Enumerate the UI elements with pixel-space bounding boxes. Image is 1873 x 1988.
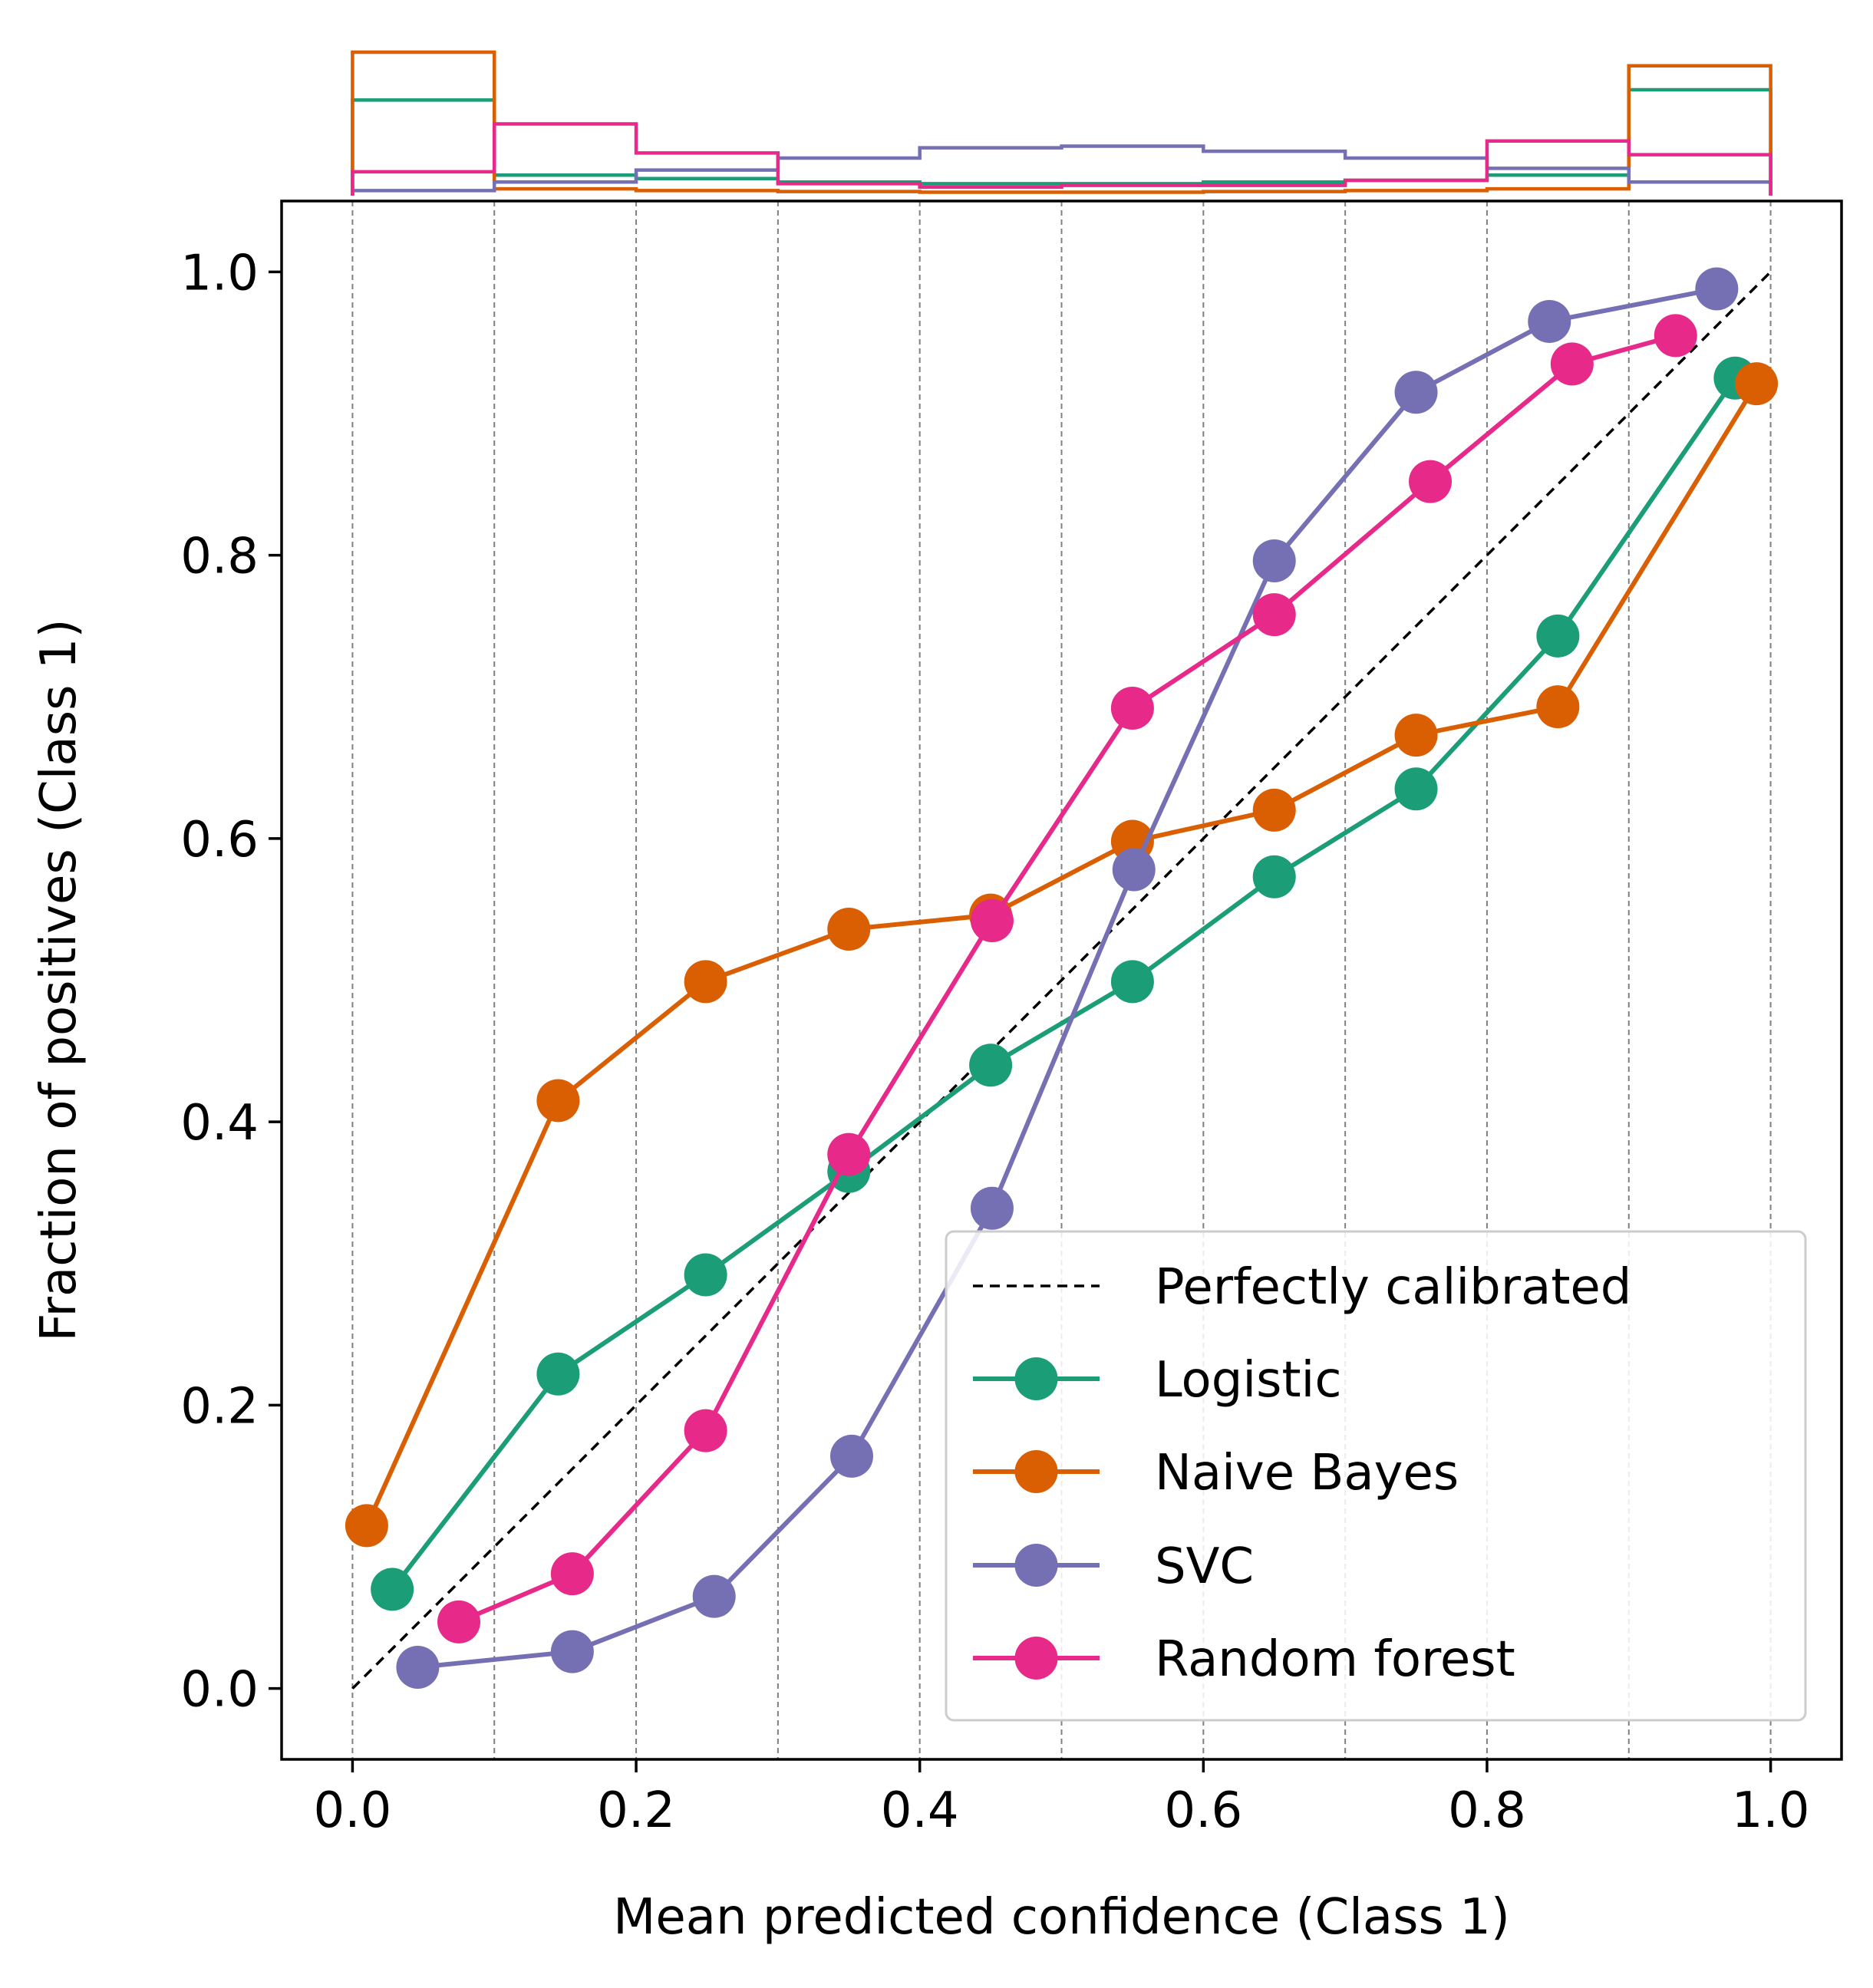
legend-label-3: Random forest: [1155, 1631, 1515, 1688]
series-2-point-5: [1112, 848, 1156, 892]
series-0-point-1: [536, 1352, 580, 1396]
series-3-point-4: [970, 898, 1014, 942]
legend-handle-marker-3: [1014, 1637, 1058, 1680]
series-2-point-4: [970, 1186, 1014, 1230]
series-3-point-1: [550, 1552, 594, 1596]
series-2-point-7: [1394, 371, 1438, 414]
series-0-point-8: [1536, 614, 1580, 658]
series-0-point-6: [1252, 855, 1296, 898]
x-tick-label-0: 0.0: [314, 1782, 392, 1839]
series-line-3: [457, 333, 1677, 1624]
series-0-point-0: [371, 1568, 414, 1611]
series-1-point-3: [827, 908, 871, 951]
y-tick-label-0: 0.0: [180, 1662, 259, 1719]
histogram-panel: [351, 50, 1772, 196]
perfectly-calibrated-line: [351, 271, 1772, 1690]
x-axis-label: Mean predicted confidence (Class 1): [613, 1889, 1510, 1946]
series-line-2: [417, 286, 1717, 1670]
y-axis-label: Fraction of positives (Class 1): [31, 619, 87, 1342]
legend-handle-marker-0: [1014, 1357, 1058, 1400]
legend-handle-marker-2: [1014, 1544, 1058, 1587]
series-3-point-7: [1409, 460, 1453, 503]
series-1-point-8: [1536, 685, 1580, 729]
series-2-point-6: [1252, 539, 1296, 582]
series-0-point-2: [684, 1253, 727, 1297]
series-1-point-1: [536, 1079, 580, 1123]
histogram-2: [351, 144, 1772, 196]
histogram-3: [351, 122, 1772, 196]
series-3-point-2: [684, 1409, 727, 1452]
series-line-1: [364, 382, 1759, 1527]
plot-frame: [280, 199, 1843, 1761]
legend-label-perfectly-calibrated: Perfectly calibrated: [1155, 1259, 1631, 1316]
series-0-point-4: [969, 1043, 1013, 1087]
series-0-point-7: [1394, 767, 1438, 811]
series-3-point-0: [437, 1600, 481, 1643]
x-tick-label-4: 0.8: [1448, 1782, 1526, 1839]
series-1-point-6: [1252, 788, 1296, 832]
series-2-point-2: [692, 1574, 736, 1618]
series-layer: [345, 267, 1779, 1689]
legend: Perfectly calibrated Logistic Naive Bayes S…: [945, 1230, 1807, 1722]
x-tick-label-2: 0.4: [881, 1782, 959, 1839]
legend-label-0: Logistic: [1155, 1352, 1342, 1409]
series-2-point-1: [550, 1630, 594, 1673]
legend-label-1: Naive Bayes: [1155, 1445, 1459, 1502]
series-2-point-9: [1695, 267, 1739, 311]
series-3-point-6: [1252, 593, 1296, 637]
series-3-point-5: [1110, 686, 1154, 730]
series-2-point-3: [829, 1434, 873, 1478]
axes: 0.0 0.2 0.4 0.6 0.8 1.0 0.0 0.2 0.4 0.6 0.8 1.0: [180, 245, 1809, 1839]
series-1-point-0: [345, 1504, 388, 1548]
series-3-point-9: [1654, 314, 1697, 358]
y-tick-label-5: 1.0: [180, 245, 259, 302]
x-tick-label-3: 0.6: [1164, 1782, 1242, 1839]
y-tick-label-4: 0.8: [180, 529, 259, 585]
x-tick-label-1: 0.2: [597, 1782, 675, 1839]
y-tick-label-3: 0.6: [180, 812, 259, 869]
histogram-1: [351, 50, 1772, 196]
legend-handle-marker-1: [1014, 1450, 1058, 1493]
y-tick-label-1: 0.2: [180, 1378, 259, 1435]
series-3-point-3: [827, 1132, 871, 1176]
legend-label-2: SVC: [1155, 1538, 1254, 1595]
series-0-point-5: [1110, 960, 1154, 1004]
series-1-point-7: [1394, 714, 1438, 757]
series-1-point-2: [684, 960, 727, 1004]
series-2-point-0: [396, 1645, 440, 1689]
series-1-point-9: [1735, 362, 1779, 406]
series-2-point-8: [1528, 299, 1571, 343]
series-3-point-8: [1550, 342, 1594, 386]
legend-box: [945, 1230, 1807, 1722]
series-line-0: [390, 377, 1737, 1591]
y-tick-label-2: 0.4: [180, 1095, 259, 1152]
x-tick-label-5: 1.0: [1732, 1782, 1810, 1839]
